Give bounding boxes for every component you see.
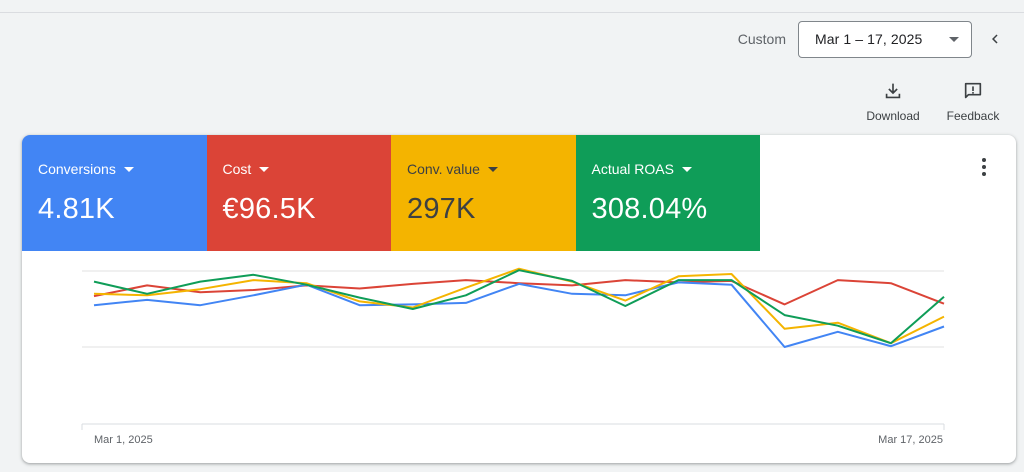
- more-vert-icon: [982, 158, 986, 162]
- previous-period-button[interactable]: [980, 20, 1010, 58]
- performance-card: Conversions 4.81K Cost €96.5K Conv. valu…: [22, 135, 1016, 463]
- date-range-bar: Custom Mar 1 – 17, 2025: [738, 20, 1010, 58]
- metric-name: Cost: [222, 161, 252, 177]
- metric-tile-actual-roas[interactable]: Actual ROAS 308.04%: [575, 135, 760, 251]
- dropdown-arrow-icon: [487, 166, 498, 172]
- x-tick-label-end: Mar 17, 2025: [878, 434, 943, 446]
- feedback-button[interactable]: Feedback: [942, 80, 1004, 123]
- report-toolbar: Download Feedback: [862, 80, 1004, 123]
- metric-tiles: Conversions 4.81K Cost €96.5K Conv. valu…: [22, 135, 1016, 251]
- metric-tile-conv-value[interactable]: Conv. value 297K: [391, 135, 576, 251]
- top-divider: [0, 12, 1024, 13]
- download-label: Download: [866, 109, 920, 123]
- metric-tile-cost[interactable]: Cost €96.5K: [206, 135, 391, 251]
- series-line-0: [93, 281, 945, 348]
- dropdown-arrow-icon: [259, 166, 270, 172]
- metric-value: €96.5K: [222, 193, 316, 225]
- date-range-select[interactable]: Mar 1 – 17, 2025: [798, 20, 972, 58]
- metric-name: Conv. value: [407, 161, 480, 177]
- feedback-label: Feedback: [946, 109, 1000, 123]
- download-icon: [885, 83, 901, 99]
- download-button[interactable]: Download: [862, 80, 924, 123]
- custom-label: Custom: [737, 31, 786, 47]
- dropdown-arrow-icon: [949, 36, 959, 42]
- more-options-button[interactable]: [972, 155, 996, 179]
- dropdown-arrow-icon: [123, 166, 134, 172]
- x-tick-label-start: Mar 1, 2025: [94, 434, 153, 446]
- metric-value: 4.81K: [38, 193, 115, 225]
- series-line-2: [93, 267, 945, 345]
- date-range-value: Mar 1 – 17, 2025: [815, 31, 923, 47]
- series-line-3: [93, 269, 945, 345]
- metric-value: 308.04%: [591, 193, 708, 225]
- feedback-icon: [964, 82, 982, 99]
- metric-name: Actual ROAS: [591, 161, 674, 177]
- series-layer: [93, 267, 945, 348]
- metric-tile-conversions[interactable]: Conversions 4.81K: [22, 135, 207, 251]
- chevron-left-icon: [992, 34, 998, 44]
- metric-name: Conversions: [38, 161, 116, 177]
- metric-value: 297K: [407, 193, 476, 225]
- dropdown-arrow-icon: [681, 166, 692, 172]
- line-chart: Mar 1, 2025 Mar 17, 2025: [81, 267, 945, 446]
